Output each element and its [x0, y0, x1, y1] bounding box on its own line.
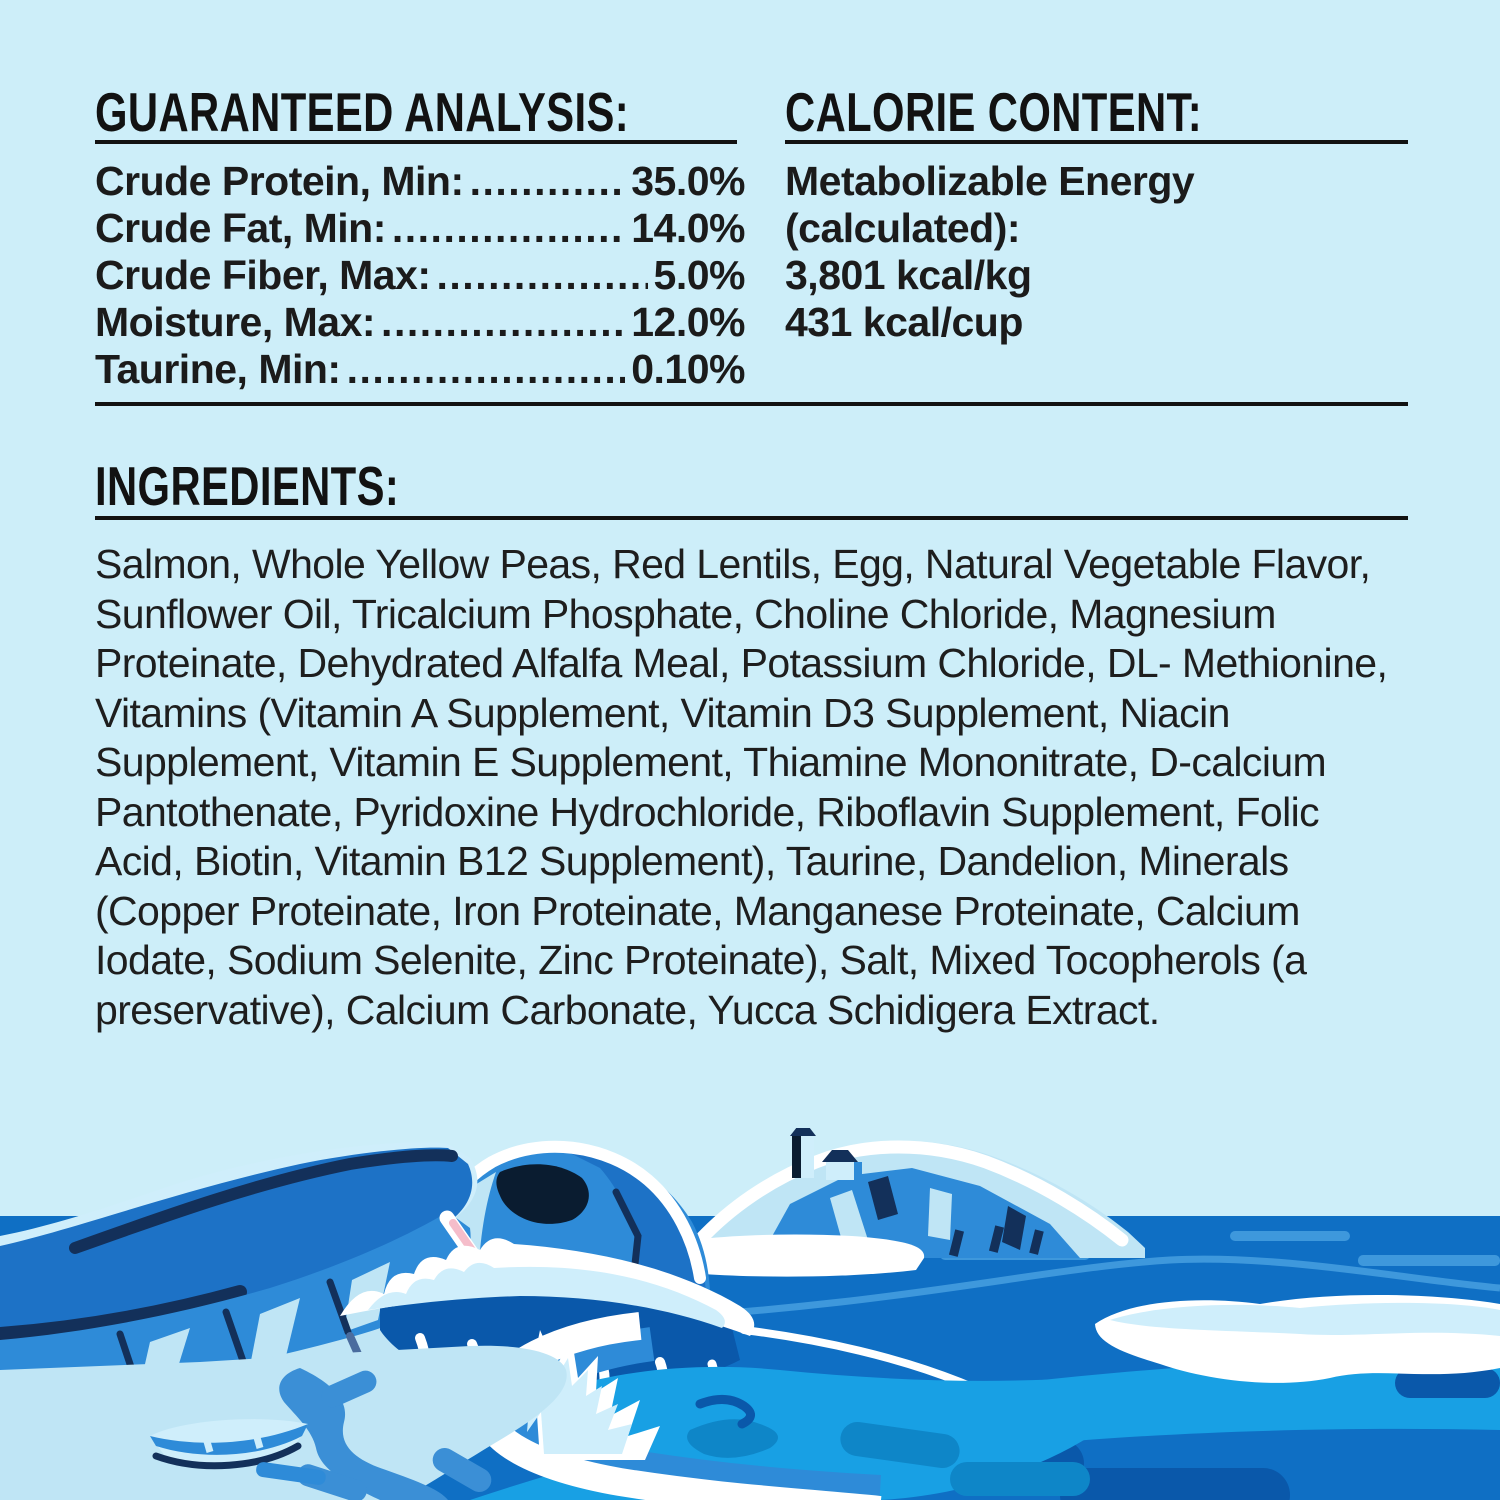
lighthouse-icon: [790, 1128, 862, 1180]
calorie-content-title: CALORIE CONTENT:: [785, 81, 1203, 143]
analysis-row: Crude Fat, Min: ........................…: [95, 205, 745, 252]
divider-below-analysis: [95, 402, 1408, 406]
ingredients-text: Salmon, Whole Yellow Peas, Red Lentils, …: [95, 541, 1388, 1033]
right-cliff-ridge: [651, 1128, 1145, 1277]
analysis-row: Crude Fiber, Max: ......................…: [95, 252, 746, 299]
analysis-row: Moisture, Max: .........................…: [95, 299, 745, 346]
analysis-row: Crude Protein, Min: ....................…: [95, 158, 745, 205]
dot-leader: ........................................…: [469, 158, 626, 204]
guaranteed-analysis-title: GUARANTEED ANALYSIS:: [95, 81, 630, 143]
analysis-label: Crude Fiber, Max:: [95, 252, 431, 298]
beach: [0, 1345, 567, 1500]
calorie-content-section: CALORIE CONTENT: Metabolizable Energy (c…: [785, 81, 1408, 346]
guaranteed-analysis-rows: Crude Protein, Min: ....................…: [95, 158, 746, 393]
analysis-label: Crude Fat, Min:: [95, 205, 386, 251]
analysis-label: Taurine, Min:: [95, 346, 341, 392]
calorie-line: Metabolizable Energy: [785, 158, 1195, 204]
boat-icon: [150, 1419, 326, 1485]
calorie-content-lines: Metabolizable Energy (calculated): 3,801…: [785, 158, 1408, 346]
dot-leader: ........................................…: [436, 252, 648, 298]
analysis-value: 5.0%: [653, 252, 746, 298]
divider-under-calorie-content-title: [785, 140, 1408, 144]
calorie-line: (calculated):: [785, 205, 1021, 251]
guaranteed-analysis-section: GUARANTEED ANALYSIS: Crude Protein, Min:…: [95, 81, 746, 393]
analysis-label: Moisture, Max:: [95, 299, 376, 345]
analysis-value: 12.0%: [631, 299, 745, 345]
ingredients-section: INGREDIENTS: Salmon, Whole Yellow Peas, …: [95, 455, 1410, 1035]
dot-leader: ........................................…: [391, 205, 626, 251]
divider-under-guaranteed-analysis-title: [95, 140, 737, 144]
divider-under-ingredients-title: [95, 516, 1408, 520]
calorie-line: 431 kcal/cup: [785, 299, 1023, 345]
coastal-illustration: [0, 1128, 1500, 1500]
ingredients-title: INGREDIENTS:: [95, 455, 400, 517]
dot-leader: ........................................…: [346, 346, 626, 392]
calorie-line: 3,801 kcal/kg: [785, 252, 1032, 298]
analysis-value: 0.10%: [631, 346, 745, 392]
analysis-row: Taurine, Min: ..........................…: [95, 346, 745, 393]
analysis-label: Crude Protein, Min:: [95, 158, 464, 204]
analysis-value: 14.0%: [631, 205, 745, 251]
dot-leader: ........................................…: [381, 299, 626, 345]
analysis-value: 35.0%: [631, 158, 745, 204]
